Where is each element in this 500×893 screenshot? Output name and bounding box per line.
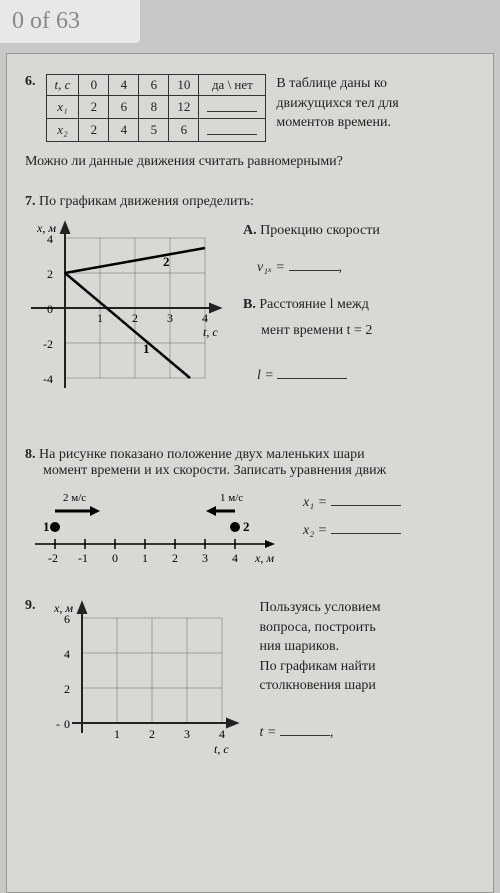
page-counter: 0 of 63 (0, 0, 140, 43)
table-cell: x₁ (46, 96, 79, 119)
svg-text:2: 2 (132, 311, 138, 325)
svg-text:x, м: x, м (36, 221, 56, 235)
problem-6-question: Можно ли данные движения считать равноме… (25, 154, 493, 170)
part-b-text2: мент времени t = 2 (261, 318, 493, 343)
svg-text:1: 1 (142, 551, 148, 565)
x1-label: x₁ = (303, 495, 327, 510)
table-cell: 6 (109, 96, 139, 119)
answer-blank[interactable] (277, 365, 347, 379)
x2-label: x₂ = (303, 523, 327, 538)
table-cell: 6 (139, 75, 169, 96)
table-cell: 4 (109, 75, 139, 96)
table-cell: 10 (169, 75, 199, 96)
problem-8-text1: На рисунке показано положение двух мален… (39, 447, 365, 462)
table-cell: x₂ (46, 119, 79, 142)
answer-blank[interactable] (199, 96, 266, 119)
problem-9: 9. (25, 598, 493, 763)
text-line: Пользуясь условием (260, 598, 494, 618)
svg-text:x, м: x, м (254, 551, 274, 565)
svg-text:3: 3 (184, 727, 190, 741)
problem-8: 8. На рисунке показано положение двух ма… (25, 447, 493, 574)
problem-6-table: t, с 0 4 6 10 да \ нет x₁ 2 6 8 12 x₂ (46, 74, 267, 142)
problem-8-number: 8. (25, 447, 36, 463)
svg-text:4: 4 (232, 551, 238, 565)
answer-blank[interactable] (280, 722, 330, 736)
svg-text:4: 4 (202, 311, 208, 325)
line-2-label: 2 (163, 254, 170, 269)
problem-6: 6. t, с 0 4 6 10 да \ нет x₁ 2 6 8 12 (25, 74, 493, 170)
svg-text:t, с: t, с (214, 742, 229, 756)
table-cell: 6 (169, 119, 199, 142)
svg-text:2: 2 (172, 551, 178, 565)
table-cell: 2 (79, 119, 109, 142)
svg-text:0: 0 (47, 302, 53, 316)
svg-text:1 м/с: 1 м/с (220, 492, 243, 504)
t-label: t = (260, 725, 277, 740)
svg-text:-1: -1 (78, 551, 88, 565)
worksheet-content: 6. t, с 0 4 6 10 да \ нет x₁ 2 6 8 12 (6, 53, 494, 893)
part-b-text1: Расстояние l межд (259, 297, 369, 312)
problem-9-graph: 6 4 2 0 1 2 3 4 x, м t, с - (42, 598, 242, 763)
text-line: вопроса, построить (260, 618, 494, 638)
answer-blank[interactable] (199, 119, 266, 142)
problem-9-text: Пользуясь условием вопроса, построить ни… (260, 598, 494, 763)
svg-text:t, с: t, с (203, 325, 218, 339)
answer-blank[interactable] (331, 492, 401, 506)
problem-7-number: 7. (25, 194, 36, 210)
problem-7-questions: А. Проекцию скорости v₁ₓ = , В. Расстоян… (243, 218, 493, 423)
v1x-label: v₁ₓ = (257, 260, 285, 275)
svg-text:0: 0 (112, 551, 118, 565)
svg-text:1: 1 (97, 311, 103, 325)
text-line: ния шариков. (260, 637, 494, 657)
svg-text:2 м/с: 2 м/с (63, 492, 86, 504)
svg-text:2: 2 (149, 727, 155, 741)
table-cell: 4 (109, 119, 139, 142)
table-cell: t, с (46, 75, 79, 96)
problem-8-numberline: 2 м/с 1 м/с 1 2 (25, 489, 285, 574)
table-cell: 8 (139, 96, 169, 119)
part-a-label: А. (243, 223, 257, 238)
problem-6-number: 6. (25, 74, 36, 90)
svg-text:x, м: x, м (53, 601, 73, 615)
svg-text:3: 3 (202, 551, 208, 565)
svg-text:2: 2 (64, 682, 70, 696)
problem-9-number: 9. (25, 598, 36, 763)
answer-blank[interactable] (289, 257, 339, 271)
text-line: движущихся тел для (276, 94, 398, 114)
svg-text:1: 1 (114, 727, 120, 741)
svg-text:4: 4 (64, 647, 70, 661)
l-label: l = (257, 368, 274, 383)
table-cell: 12 (169, 96, 199, 119)
svg-text:-2: -2 (48, 551, 58, 565)
problem-8-text2: момент времени и их скорости. Записать у… (43, 463, 493, 479)
part-b-label: В. (243, 297, 256, 312)
text-line: По графикам найти (260, 657, 494, 677)
svg-text:4: 4 (219, 727, 225, 741)
text-line: моментов времени. (276, 113, 398, 133)
text-line: столкновения шари (260, 676, 494, 696)
problem-7: 7. По графикам движения определить: (25, 194, 493, 423)
table-cell: 0 (79, 75, 109, 96)
problem-7-graph: 2 1 4 2 0 -2 -4 1 2 3 4 x, м t, с (25, 218, 225, 423)
svg-text:-2: -2 (43, 337, 53, 351)
answer-blank[interactable] (331, 520, 401, 534)
svg-text:3: 3 (167, 311, 173, 325)
svg-text:-: - (56, 717, 60, 731)
svg-text:0: 0 (64, 717, 70, 731)
problem-8-answers: x₁ = x₂ = (303, 489, 401, 545)
svg-text:2: 2 (243, 519, 250, 534)
part-a-text: Проекцию скорости (260, 223, 380, 238)
text-line: В таблице даны ко (276, 74, 398, 94)
table-cell: 5 (139, 119, 169, 142)
problem-7-title: По графикам движения определить: (39, 194, 254, 209)
table-cell: 2 (79, 96, 109, 119)
svg-text:2: 2 (47, 267, 53, 281)
svg-text:-4: -4 (43, 372, 53, 386)
svg-text:1: 1 (43, 519, 50, 534)
table-cell: да \ нет (199, 75, 266, 96)
problem-6-side-text: В таблице даны ко движущихся тел для мом… (276, 74, 398, 133)
line-1-label: 1 (143, 341, 150, 356)
